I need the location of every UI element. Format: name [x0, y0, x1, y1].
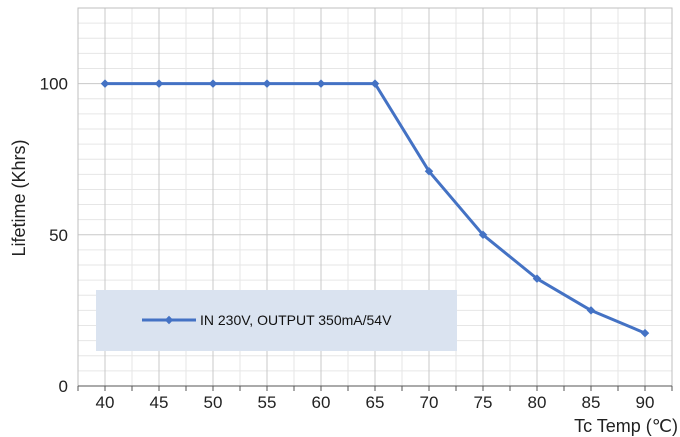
data-point: [100, 79, 110, 88]
y-tick-label: 0: [59, 377, 68, 396]
x-tick-label: 40: [96, 393, 115, 412]
data-point: [370, 79, 380, 88]
y-tick-label: 50: [49, 226, 68, 245]
x-tick-label: 80: [528, 393, 547, 412]
data-point: [154, 79, 164, 88]
axes: 0 50 100 40 45 50 55 60 65 70 75 80 85 90: [40, 75, 673, 412]
data-point: [208, 79, 218, 88]
data-point: [262, 79, 272, 88]
data-point: [532, 274, 542, 283]
x-axis-title: Tc Temp (℃): [574, 416, 678, 436]
x-tick-label: 85: [582, 393, 601, 412]
x-tick-label: 55: [258, 393, 277, 412]
data-point: [316, 79, 326, 88]
series-layer: [100, 79, 650, 338]
x-tick-label: 70: [420, 393, 439, 412]
x-tick-label: 45: [150, 393, 169, 412]
legend-marker: [164, 315, 174, 325]
x-tick-label: 65: [366, 393, 385, 412]
data-point: [424, 167, 434, 176]
data-point: [640, 328, 650, 338]
x-tick-label: 75: [474, 393, 493, 412]
legend: IN 230V, OUTPUT 350mA/54V: [96, 290, 457, 351]
legend-label: IN 230V, OUTPUT 350mA/54V: [200, 312, 392, 328]
x-tick-label: 90: [636, 393, 655, 412]
data-point: [478, 230, 488, 240]
y-axis-title: Lifetime (Khrs): [9, 139, 29, 256]
x-tick-label: 60: [312, 393, 331, 412]
data-point: [586, 306, 596, 315]
x-tick-label: 50: [204, 393, 223, 412]
y-tick-label: 100: [40, 75, 68, 94]
